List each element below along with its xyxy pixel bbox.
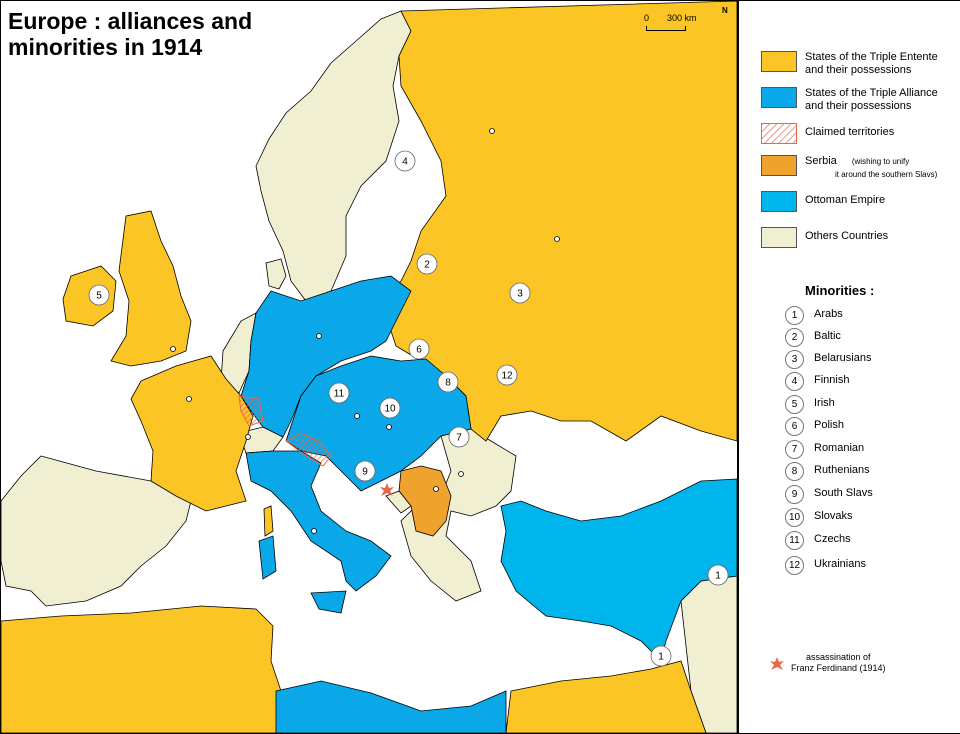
svg-text:11: 11 bbox=[334, 389, 345, 400]
map-title: Europe : alliances and minorities in 191… bbox=[8, 8, 278, 60]
legend-swatch-alliance bbox=[761, 87, 797, 108]
legend-label-others: Others Countries bbox=[805, 230, 889, 242]
minority-item: 2 Baltic bbox=[785, 328, 955, 348]
scale-bar: 0 300 km bbox=[640, 12, 730, 36]
legend-swatch-ottoman bbox=[761, 191, 797, 212]
switzerland bbox=[238, 426, 284, 454]
minority-item: 8 Ruthenians bbox=[785, 462, 955, 482]
svg-text:9: 9 bbox=[362, 467, 368, 478]
minority-item: 6 Polish bbox=[785, 417, 955, 437]
minority-item: 7 Romanian bbox=[785, 440, 955, 460]
scale-zero: 0 bbox=[644, 13, 650, 23]
corsica bbox=[263, 505, 274, 537]
svg-text:6: 6 bbox=[416, 345, 422, 356]
svg-text:1: 1 bbox=[715, 571, 721, 582]
egypt bbox=[505, 660, 707, 733]
capital-dots bbox=[170, 128, 560, 534]
minorities-title: Minorities : bbox=[805, 283, 875, 298]
svg-text:7: 7 bbox=[456, 433, 462, 444]
sardinia bbox=[258, 535, 277, 580]
assassination-icon bbox=[770, 657, 784, 670]
scale-bar-line bbox=[646, 26, 686, 31]
svg-text:10: 10 bbox=[384, 404, 396, 415]
minority-marker: 11 bbox=[328, 382, 350, 404]
svg-text:3: 3 bbox=[517, 289, 523, 300]
minority-item: 3 Belarusians bbox=[785, 350, 955, 370]
minority-marker: 9 bbox=[354, 460, 376, 482]
svg-text:5: 5 bbox=[96, 291, 102, 302]
minority-marker: 12 bbox=[496, 364, 518, 386]
legend-swatch-entente bbox=[761, 51, 797, 72]
north-arrow-icon: N bbox=[722, 6, 728, 15]
legend-swatch-others bbox=[761, 227, 797, 248]
montenegro bbox=[385, 490, 412, 514]
svg-text:8: 8 bbox=[445, 378, 451, 389]
north-label: N bbox=[722, 6, 728, 15]
scale-distance: 300 km bbox=[667, 13, 697, 23]
libya bbox=[275, 680, 507, 733]
minority-marker: 5 bbox=[88, 284, 110, 306]
minority-marker: 1 bbox=[707, 564, 729, 586]
minority-marker: 6 bbox=[408, 338, 430, 360]
minority-item: 10 Slovaks bbox=[785, 508, 955, 528]
minority-item: 1 Arabs bbox=[785, 306, 955, 326]
minority-marker: 8 bbox=[437, 371, 459, 393]
legend-label-entente: States of the Triple Entente and their po… bbox=[805, 51, 938, 76]
legend-panel: States of the Triple Entente and their po… bbox=[737, 1, 960, 733]
minority-item: 4 Finnish bbox=[785, 372, 955, 392]
minority-item: 11 Czechs bbox=[785, 531, 955, 551]
claimed-trentino-trieste bbox=[285, 432, 332, 467]
minority-item: 5 Irish bbox=[785, 395, 955, 415]
legend-swatch-claimed bbox=[761, 123, 797, 144]
minority-marker: 10 bbox=[379, 397, 401, 419]
map-title-line1: Europe : alliances and bbox=[8, 8, 253, 34]
legend-label-serbia: Serbia (wishing to unify it around the s… bbox=[805, 155, 938, 179]
claimed-alsace-lorraine bbox=[238, 395, 264, 427]
legend-swatch-serbia bbox=[761, 155, 797, 176]
map-title-line2: minorities in 1914 bbox=[8, 34, 203, 60]
legend-label-claimed: Claimed territories bbox=[805, 126, 895, 138]
denmark bbox=[265, 258, 287, 290]
assassination-marker bbox=[380, 483, 394, 496]
svg-text:2: 2 bbox=[424, 260, 430, 271]
svg-text:12: 12 bbox=[501, 371, 513, 382]
minority-marker: 2 bbox=[416, 253, 438, 275]
france bbox=[130, 355, 254, 512]
minority-marker: 3 bbox=[509, 282, 531, 304]
minority-marker: 4 bbox=[394, 150, 416, 172]
french-north-africa bbox=[1, 605, 282, 733]
minority-marker: 1 bbox=[650, 645, 672, 667]
minority-item: 9 South Slavs bbox=[785, 485, 955, 505]
legend-label-alliance: States of the Triple Alliance and their p… bbox=[805, 87, 938, 112]
sicily bbox=[310, 590, 347, 614]
assassination-label: assassination of Franz Ferdinand (1914) bbox=[791, 652, 886, 673]
svg-text:4: 4 bbox=[402, 157, 408, 168]
minority-item: 12 Ukrainians bbox=[785, 556, 955, 576]
svg-text:1: 1 bbox=[658, 652, 664, 663]
great-britain bbox=[110, 210, 192, 367]
ottoman-empire bbox=[500, 478, 737, 662]
minority-marker: 7 bbox=[448, 426, 470, 448]
legend-label-ottoman: Ottoman Empire bbox=[805, 194, 886, 206]
scandinavia bbox=[255, 10, 412, 302]
